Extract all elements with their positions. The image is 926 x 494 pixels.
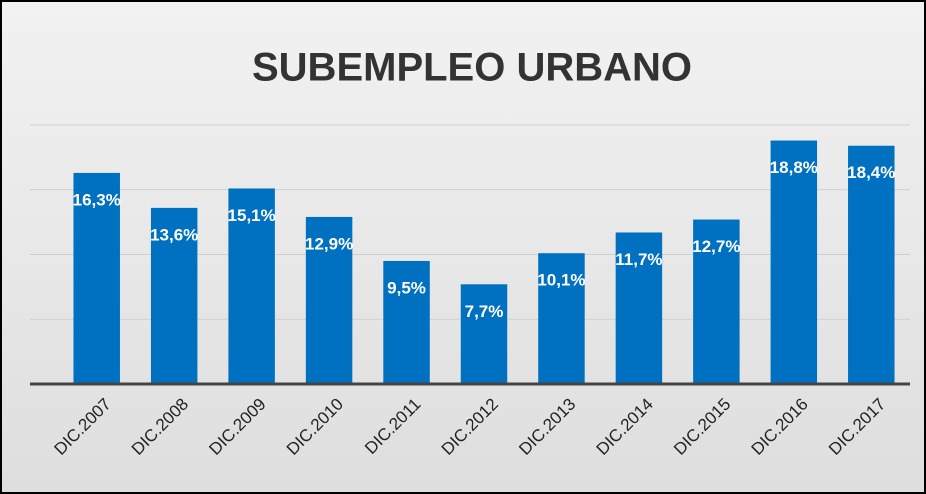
bar bbox=[73, 172, 120, 384]
bar bbox=[305, 216, 353, 384]
data-label: 18,4% bbox=[847, 163, 895, 182]
data-label: 18,8% bbox=[770, 158, 818, 177]
bar bbox=[150, 207, 198, 384]
data-label: 12,9% bbox=[305, 234, 353, 253]
bar bbox=[383, 260, 430, 384]
data-label: 10,1% bbox=[537, 271, 585, 290]
data-label: 15,1% bbox=[228, 206, 276, 225]
data-label: 11,7% bbox=[615, 250, 662, 269]
bar bbox=[538, 253, 585, 384]
data-label: 12,7% bbox=[692, 237, 740, 256]
bar bbox=[228, 188, 275, 384]
chart-title: SUBEMPLEO URBANO bbox=[252, 46, 692, 90]
bar bbox=[770, 140, 818, 384]
data-label: 9,5% bbox=[387, 278, 426, 297]
bar bbox=[848, 145, 895, 384]
data-label: 13,6% bbox=[150, 225, 198, 244]
bar bbox=[693, 219, 740, 384]
data-label: 7,7% bbox=[465, 302, 504, 321]
data-label: 16,3% bbox=[73, 190, 121, 209]
bar bbox=[615, 232, 663, 384]
bar bbox=[460, 284, 508, 384]
